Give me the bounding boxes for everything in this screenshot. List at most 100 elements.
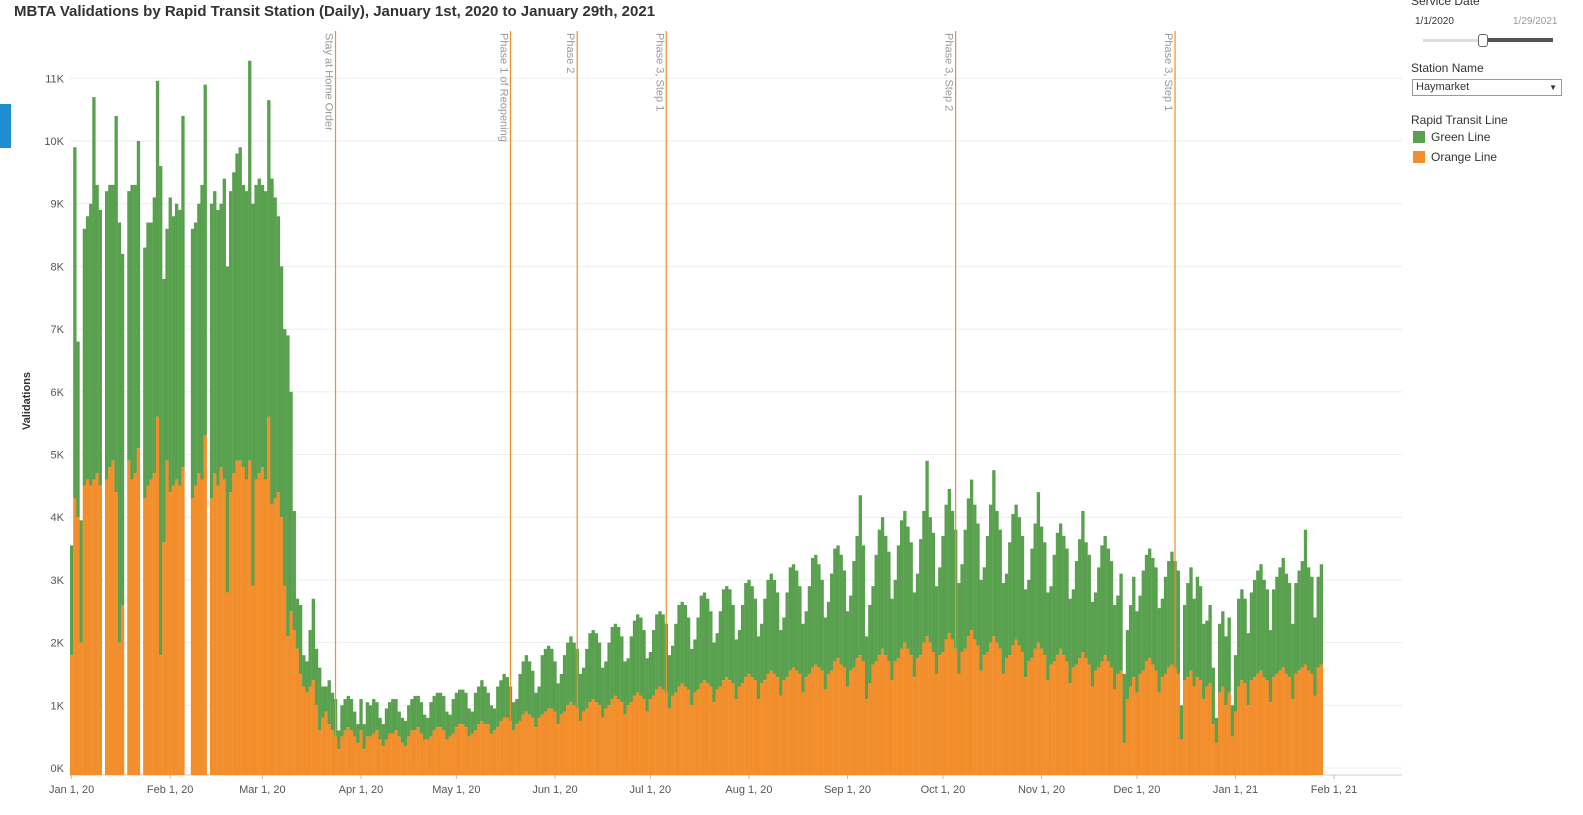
green-line-bar [308,630,312,687]
orange-line-bar [194,485,198,775]
green-line-bar [1310,576,1314,674]
orange-line-bar [213,473,217,775]
legend-label: Green Line [1431,130,1491,144]
orange-line-bar [318,730,322,775]
green-line-bar [989,504,993,643]
green-line-bar [979,579,983,671]
orange-line-bar [1300,667,1304,775]
orange-line-bar [407,736,411,775]
date-slider-handle[interactable] [1478,34,1488,47]
station-select[interactable]: Haymarket ▼ [1412,79,1562,96]
y-tick-label: 5K [51,450,65,462]
green-line-bar [512,702,516,731]
orange-line-bar [159,655,163,775]
orange-line-bar [480,720,484,775]
orange-line-bar [1081,652,1085,775]
green-line-bar [1183,604,1187,681]
orange-line-bar [566,705,570,775]
orange-line-bar [915,658,920,775]
orange-line-bar [636,692,640,775]
orange-line-bar [645,711,649,775]
green-line-bar [146,222,150,486]
orange-line-bar [766,673,770,775]
green-line-bar [527,661,532,715]
orange-line-bar [461,724,465,775]
orange-line-bar [1230,736,1235,775]
orange-line-bar [419,733,424,775]
orange-line-bar [1284,673,1289,775]
green-line-bar [203,84,207,436]
date-slider-range[interactable] [1483,38,1553,42]
green-line-bar [718,611,723,687]
phase-annotation-label: Phase 2 [564,33,576,73]
green-line-bar [340,705,344,737]
green-line-bar [1004,573,1009,659]
green-line-bar [213,191,217,474]
green-line-bar [985,536,990,653]
orange-line-bar [1208,683,1212,775]
orange-line-bar [569,702,573,775]
orange-line-bar [114,492,118,775]
orange-swatch-icon [1413,151,1425,163]
dropdown-arrow-icon[interactable]: ▼ [1549,83,1557,92]
green-line-bar [442,695,446,731]
green-line-bar [95,184,99,474]
orange-line-bar [492,730,497,775]
green-line-bar [699,595,703,684]
green-line-bar [817,564,821,668]
green-line-bar [690,648,694,706]
green-line-bar [791,564,796,668]
orange-line-bar [442,730,446,775]
orange-line-bar [588,702,592,775]
orange-line-bar [543,711,548,775]
green-line-bar [934,586,939,674]
orange-line-bar [715,689,719,775]
green-line-bar [260,184,265,468]
y-tick-label: 11K [45,73,64,85]
green-line-bar [1084,542,1088,659]
orange-line-bar [1090,686,1095,775]
green-line-bar [871,586,875,665]
phase-annotation-label: Phase 3, Step 1 [653,33,665,111]
orange-line-bar [1027,661,1031,775]
legend-item-green-line[interactable]: Green Line [1413,130,1490,144]
orange-line-bar [861,661,866,775]
orange-line-bar [709,686,713,775]
green-line-bar [982,567,986,656]
orange-line-bar [531,717,535,775]
orange-line-bar [1049,664,1053,775]
orange-line-bar [1163,673,1168,775]
green-line-bar [1065,548,1069,662]
orange-line-bar [410,730,414,775]
x-tick-label: Feb 1, 21 [1311,784,1357,796]
green-line-bar [756,636,761,700]
green-line-bar [473,692,478,731]
orange-line-bar [483,724,487,775]
legend-item-orange-line[interactable]: Orange Line [1413,150,1497,164]
orange-line-bar [1186,677,1190,775]
orange-line-bar [763,680,767,775]
green-line-bar [772,579,777,674]
green-line-bar [1176,570,1180,674]
green-line-bar [597,642,602,706]
green-line-bar [865,636,869,700]
green-line-bar [1113,604,1117,690]
green-line-bar [1046,592,1050,681]
orange-line-bar [903,642,907,775]
green-line-bar [922,510,926,643]
orange-line-bar [448,736,452,775]
green-line-bar [480,680,484,721]
x-tick-label: Jan 1, 21 [1213,784,1258,796]
green-line-bar [957,583,961,674]
orange-line-bar [1227,692,1231,775]
green-line-bar [849,595,853,671]
orange-line-bar [422,739,427,775]
orange-line-bar [613,695,618,775]
orange-line-bar [120,604,125,775]
orange-line-bar [696,689,700,775]
green-line-bar [1268,630,1273,703]
green-line-bar [356,724,360,743]
green-line-bar [1167,561,1171,668]
orange-line-bar [1192,686,1196,775]
y-tick-label: 3K [51,575,65,587]
